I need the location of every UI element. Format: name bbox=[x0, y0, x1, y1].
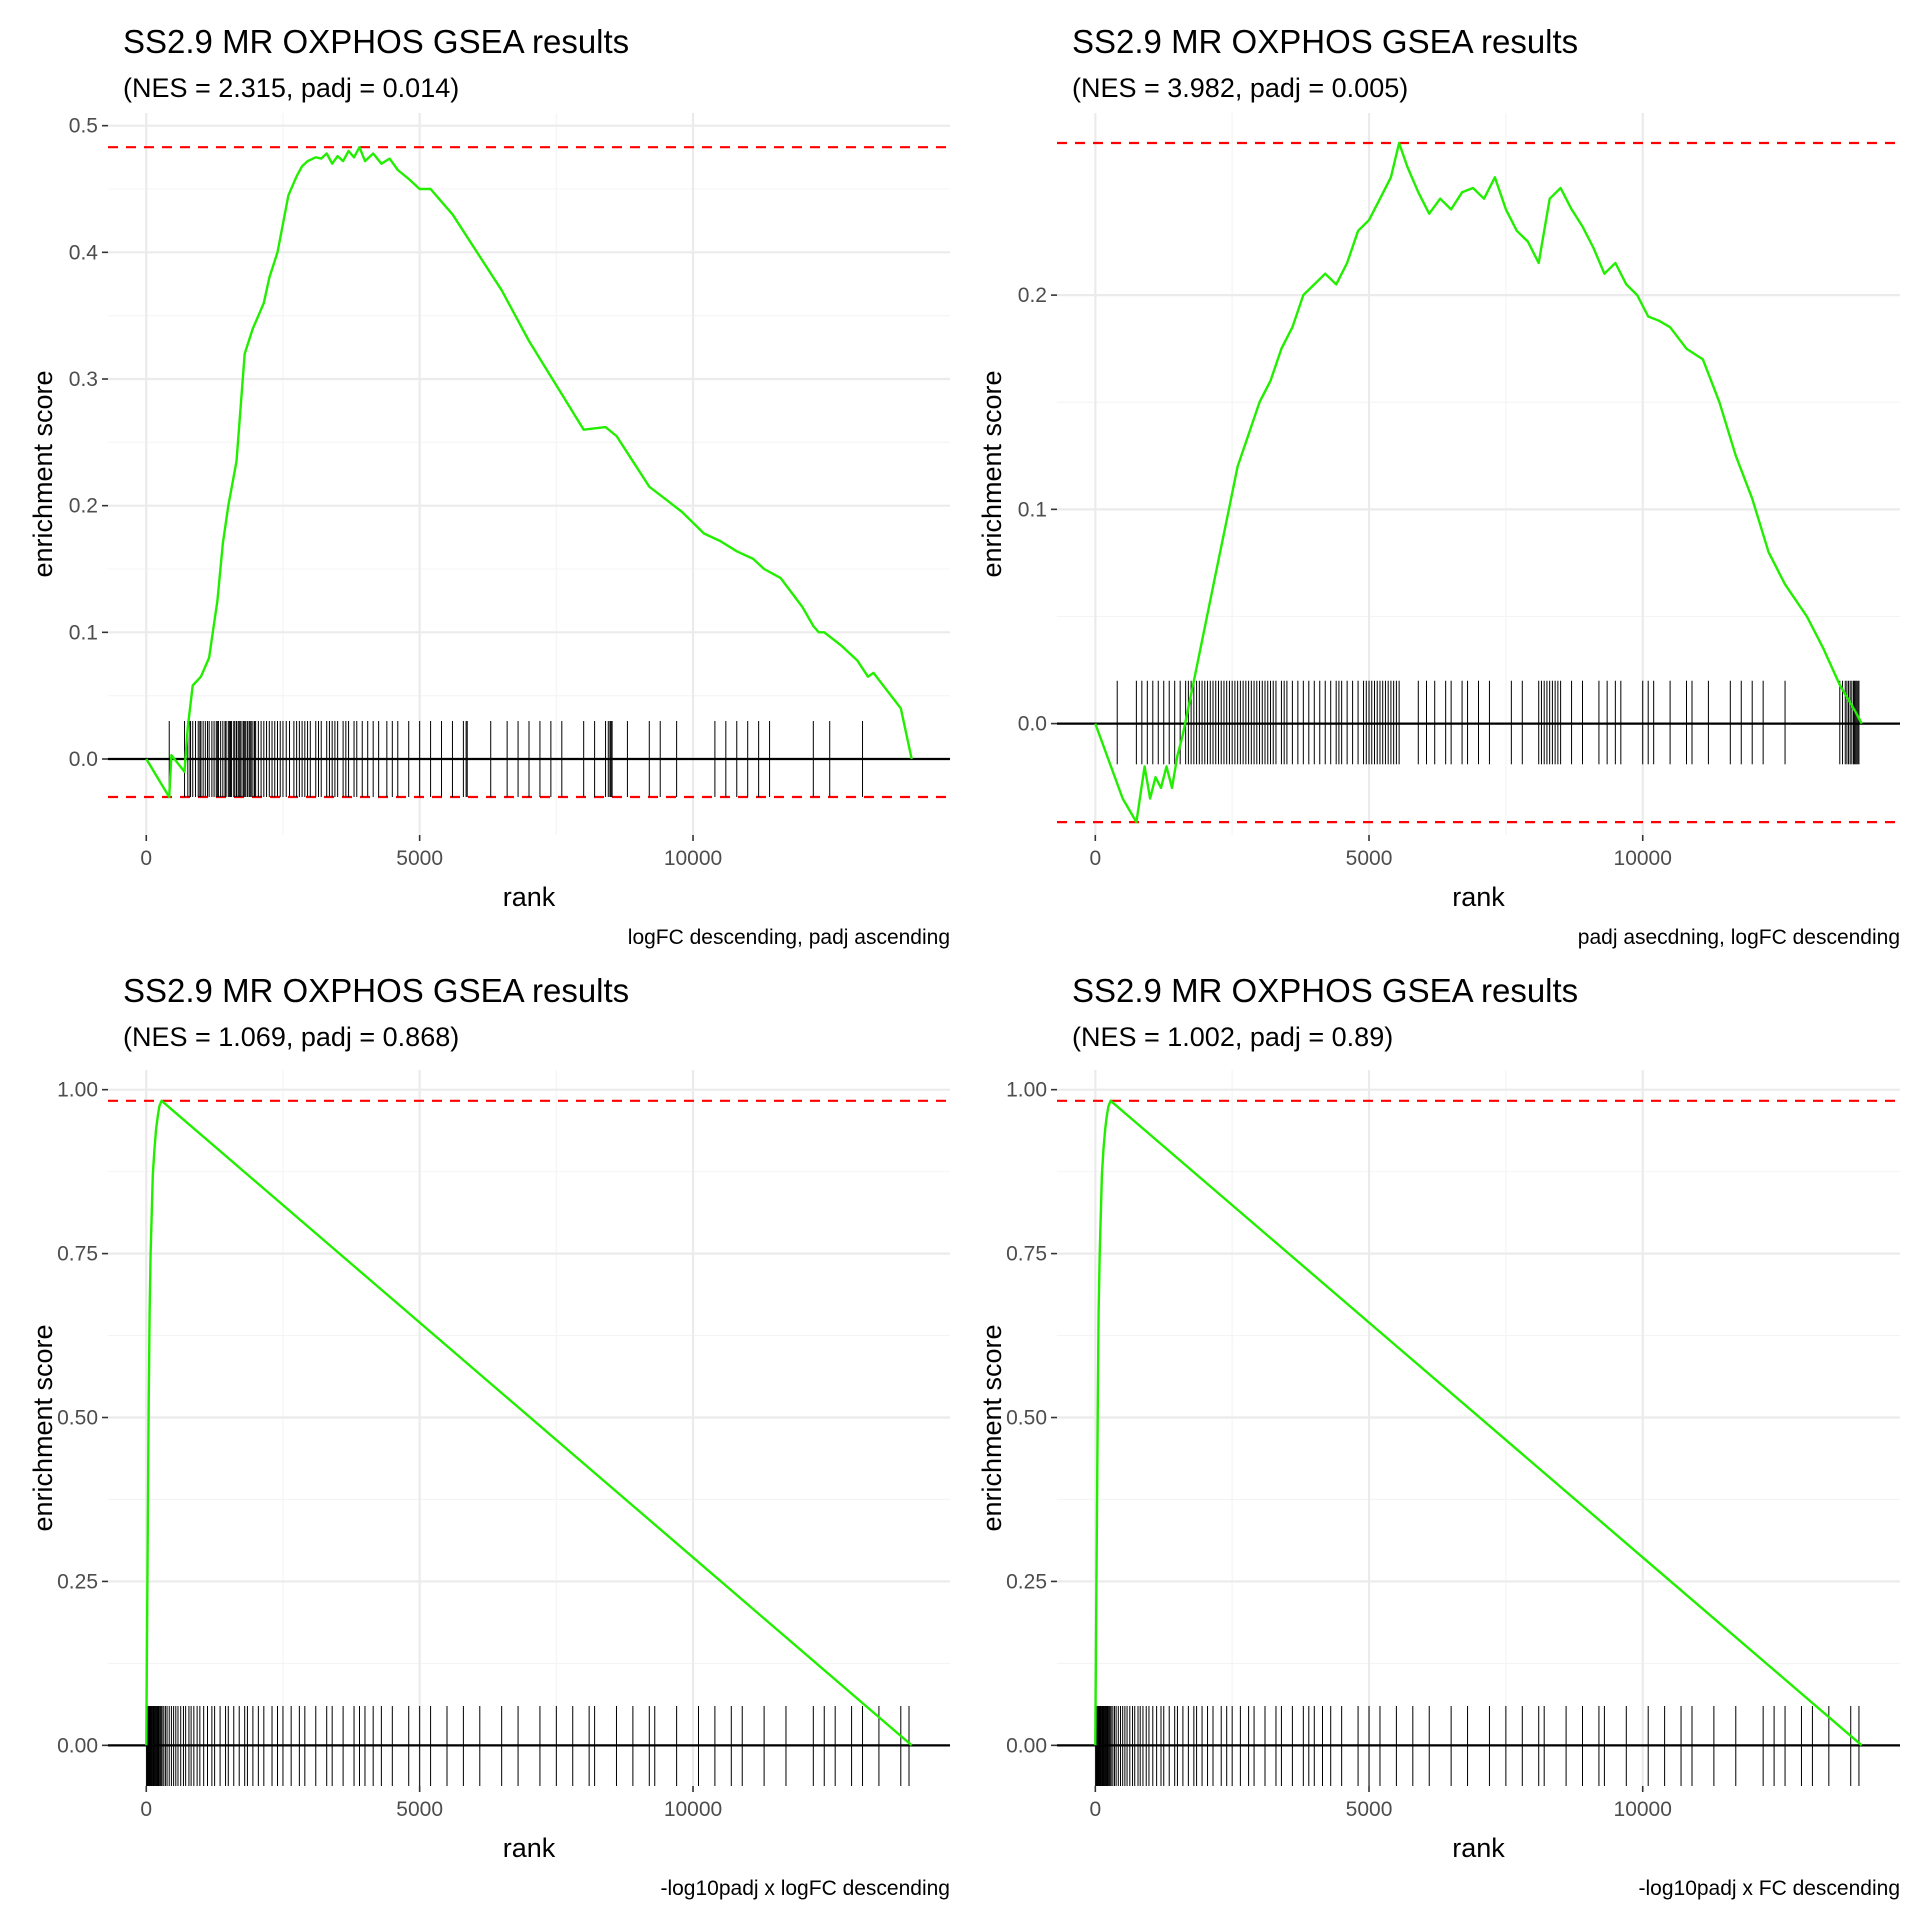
chart-title: SS2.9 MR OXPHOS GSEA results bbox=[1072, 23, 1578, 60]
gsea-panel: 0 5000 10000 0.00 0.25 0.50 0.75 1.00 rank enrich… bbox=[977, 972, 1900, 1900]
chart-title: SS2.9 MR OXPHOS GSEA results bbox=[123, 972, 629, 1009]
y-tick-label: 0.75 bbox=[1006, 1243, 1047, 1266]
x-tick-label: 0 bbox=[1089, 1798, 1101, 1821]
chart-caption: -log10padj x logFC descending bbox=[660, 1877, 950, 1900]
x-axis-title: rank bbox=[503, 882, 556, 912]
y-axis-title: enrichment score bbox=[977, 1324, 1007, 1531]
y-tick-label: 0.2 bbox=[69, 495, 98, 518]
chart-caption: logFC descending, padj ascending bbox=[628, 926, 950, 949]
y-tick-label: 1.00 bbox=[57, 1079, 98, 1102]
y-tick-label: 0.00 bbox=[57, 1734, 98, 1757]
y-tick-label: 0.3 bbox=[69, 368, 98, 391]
enrichment-score-curve bbox=[1094, 141, 1863, 824]
x-tick-label: 5000 bbox=[1346, 1798, 1393, 1821]
plot-area bbox=[108, 113, 950, 835]
y-tick-label: 0.00 bbox=[1006, 1734, 1047, 1757]
chart-subtitle: (NES = 1.002, padj = 0.89) bbox=[1072, 1022, 1393, 1052]
x-axis-title: rank bbox=[1452, 882, 1505, 912]
enrichment-score-curve bbox=[145, 1099, 913, 1747]
y-tick-label: 1.00 bbox=[1006, 1079, 1047, 1102]
chart-subtitle: (NES = 1.069, padj = 0.868) bbox=[123, 1022, 459, 1052]
chart-caption: padj asecdning, logFC descending bbox=[1578, 926, 1900, 949]
y-tick-label: 0.1 bbox=[1018, 498, 1047, 521]
enrichment-score-curve bbox=[145, 145, 913, 799]
x-tick-label: 10000 bbox=[1614, 1798, 1672, 1821]
gsea-panels: 0 5000 10000 0.0 0.1 0.2 0.3 0.4 0.5 rank enrichme… bbox=[28, 23, 1900, 1900]
gene-hit-ticks bbox=[1095, 1706, 1860, 1786]
chart-subtitle: (NES = 2.315, padj = 0.014) bbox=[123, 73, 459, 103]
gsea-panel: 0 5000 10000 0.00 0.25 0.50 0.75 1.00 rank enrich… bbox=[28, 972, 950, 1900]
y-tick-label: 0.25 bbox=[57, 1570, 98, 1593]
x-axis-title: rank bbox=[1452, 1833, 1505, 1863]
y-axis-title: enrichment score bbox=[28, 1324, 58, 1531]
plot-area bbox=[108, 1070, 950, 1786]
y-tick-label: 0.50 bbox=[1006, 1407, 1047, 1430]
x-tick-label: 10000 bbox=[1614, 847, 1672, 870]
x-tick-label: 10000 bbox=[664, 1798, 722, 1821]
plot-area bbox=[1057, 1070, 1900, 1786]
x-tick-label: 5000 bbox=[396, 1798, 443, 1821]
y-tick-label: 0.1 bbox=[69, 621, 98, 644]
y-axis-title: enrichment score bbox=[977, 370, 1007, 577]
y-tick-label: 0.5 bbox=[69, 115, 98, 138]
x-axis-title: rank bbox=[503, 1833, 556, 1863]
chart-caption: -log10padj x FC descending bbox=[1639, 1877, 1901, 1900]
x-tick-label: 5000 bbox=[1346, 847, 1393, 870]
x-tick-label: 5000 bbox=[396, 847, 443, 870]
enrichment-score-curve bbox=[1094, 1099, 1863, 1747]
y-tick-label: 0.4 bbox=[69, 241, 99, 264]
chart-subtitle: (NES = 3.982, padj = 0.005) bbox=[1072, 73, 1408, 103]
x-tick-label: 0 bbox=[140, 847, 152, 870]
gsea-panel: 0 5000 10000 0.0 0.1 0.2 0.3 0.4 0.5 rank enrichme… bbox=[28, 23, 950, 949]
y-tick-label: 0.0 bbox=[1018, 713, 1047, 736]
y-axis-title: enrichment score bbox=[28, 370, 58, 577]
gsea-panel: 0 5000 10000 0.0 0.1 0.2 rank enrichment score S… bbox=[977, 23, 1900, 949]
y-tick-label: 0.0 bbox=[69, 748, 98, 771]
y-tick-label: 0.25 bbox=[1006, 1570, 1047, 1593]
y-tick-label: 0.75 bbox=[57, 1243, 98, 1266]
x-tick-label: 0 bbox=[140, 1798, 152, 1821]
y-tick-label: 0.50 bbox=[57, 1407, 98, 1430]
y-tick-label: 0.2 bbox=[1018, 284, 1047, 307]
x-tick-label: 0 bbox=[1089, 847, 1101, 870]
x-tick-label: 10000 bbox=[664, 847, 722, 870]
chart-title: SS2.9 MR OXPHOS GSEA results bbox=[1072, 972, 1578, 1009]
chart-title: SS2.9 MR OXPHOS GSEA results bbox=[123, 23, 629, 60]
